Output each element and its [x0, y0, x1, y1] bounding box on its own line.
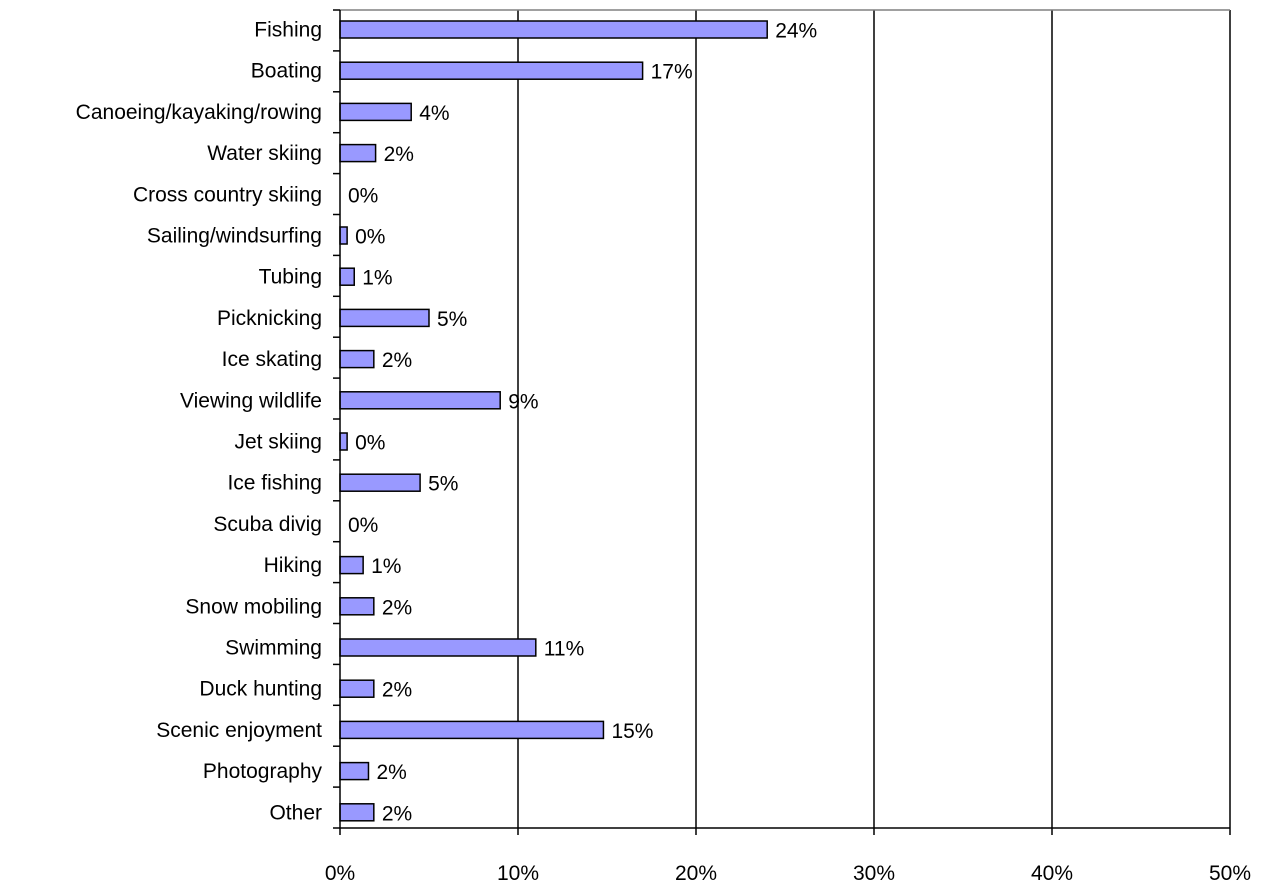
x-tick-label: 0%: [325, 862, 355, 885]
data-label: 5%: [437, 308, 467, 331]
bars: [339, 20, 768, 822]
data-label: 0%: [348, 184, 378, 207]
bar: [339, 473, 421, 492]
bar: [339, 638, 537, 657]
gridlines: [340, 9, 1231, 828]
category-label: Cross country skiing: [133, 183, 322, 206]
x-tick-label: 10%: [497, 862, 539, 885]
data-label: 1%: [362, 267, 392, 290]
bar: [339, 308, 430, 328]
category-label: Hiking: [264, 554, 322, 577]
category-label: Swimming: [225, 637, 322, 660]
data-label: 0%: [355, 226, 385, 249]
data-label: 5%: [428, 473, 458, 496]
bar: [339, 61, 644, 80]
bar: [339, 349, 375, 369]
data-label: 2%: [382, 679, 412, 702]
data-label: 17%: [651, 61, 693, 84]
category-label: Scenic enjoyment: [156, 719, 322, 742]
category-label: Ice fishing: [227, 472, 322, 495]
bar: [339, 555, 364, 575]
category-label: Tubing: [259, 266, 322, 289]
category-label: Photography: [203, 760, 323, 783]
bar: [339, 143, 377, 163]
labels: Fishing Boating Canoeing/kayaking/rowing Wa…: [76, 19, 1251, 886]
data-label: 9%: [508, 390, 538, 413]
x-tick-label: 30%: [853, 862, 895, 885]
data-label: 2%: [382, 596, 412, 619]
category-label: Boating: [251, 60, 322, 83]
category-label: Scuba divig: [213, 513, 322, 536]
bar: [339, 267, 355, 286]
category-label: Picknicking: [217, 307, 322, 330]
category-label: Ice skating: [222, 348, 322, 371]
category-label: Jet skiing: [234, 431, 322, 454]
data-label: 4%: [419, 102, 449, 125]
axes: [333, 9, 1231, 835]
bar: [339, 679, 375, 698]
bar: [339, 432, 348, 451]
x-tick-label: 20%: [675, 862, 717, 885]
data-label: 2%: [384, 143, 414, 166]
bar: [339, 803, 375, 822]
data-label: 2%: [376, 761, 406, 784]
category-label: Snow mobiling: [185, 595, 322, 618]
data-label: 24%: [775, 20, 817, 43]
category-label: Viewing wildlife: [180, 389, 322, 412]
data-label: 1%: [371, 555, 401, 578]
category-label: Fishing: [254, 19, 322, 42]
bar: [339, 102, 412, 122]
bar: [339, 226, 348, 245]
x-tick-label: 50%: [1209, 862, 1251, 885]
data-label: 11%: [544, 638, 584, 661]
category-label: Water skiing: [207, 142, 322, 165]
bar: [339, 20, 768, 39]
bar: [339, 720, 605, 740]
category-label: Canoeing/kayaking/rowing: [76, 101, 322, 124]
bar: [339, 391, 501, 410]
data-label: 15%: [611, 720, 653, 743]
bar: [339, 761, 370, 781]
category-label: Duck hunting: [199, 678, 322, 701]
data-label: 0%: [355, 432, 385, 455]
x-tick-label: 40%: [1031, 862, 1073, 885]
data-label: 0%: [348, 514, 378, 537]
category-label: Other: [269, 801, 322, 824]
data-label: 2%: [382, 349, 412, 372]
bar: [339, 597, 375, 616]
data-label: 2%: [382, 802, 412, 825]
category-label: Sailing/windsurfing: [147, 225, 322, 248]
